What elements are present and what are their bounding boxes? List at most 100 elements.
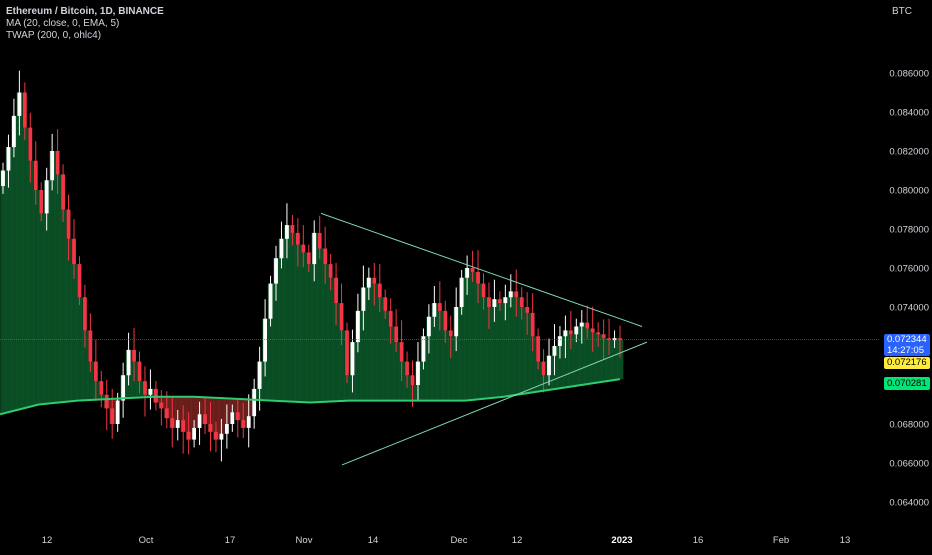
candle-up (558, 336, 562, 346)
candle-down (481, 283, 486, 298)
candle-up (175, 420, 180, 428)
currency-label: BTC (892, 6, 912, 17)
candle-up (503, 297, 508, 304)
candle-down (170, 418, 175, 428)
candle-down (208, 424, 213, 432)
candle-down (110, 408, 115, 424)
candles-layer (1, 70, 622, 462)
candle-up (563, 330, 568, 337)
twap-fill-segment (497, 303, 504, 398)
y-tick-label: 0.086000 (889, 69, 929, 80)
candle-up (12, 115, 16, 148)
candle-up (350, 342, 355, 376)
candle-down (77, 264, 82, 298)
twap-fill-segment (437, 310, 444, 401)
candle-up (421, 336, 426, 362)
twap-fill-segment (11, 115, 18, 411)
x-tick-label: 12 (42, 535, 53, 546)
twap-fill-segment (366, 277, 373, 401)
twap-fill-segment (431, 303, 438, 401)
candle-up (192, 427, 197, 440)
candle-up (274, 258, 278, 284)
y-tick-label: 0.082000 (889, 147, 929, 158)
candle-down (405, 361, 409, 376)
y-tick-label: 0.080000 (889, 186, 929, 197)
candle-down (72, 238, 76, 265)
twap-fill-segment (480, 297, 487, 399)
twap-fill-segment (338, 330, 345, 401)
twap-fill-segment (87, 361, 94, 400)
candle-down (476, 271, 480, 284)
candle-up (547, 355, 551, 376)
candle-up (17, 92, 22, 116)
candle-down (497, 299, 502, 304)
twap-legend[interactable]: TWAP (200, 0, ohlc4) (6, 30, 102, 41)
candle-down (339, 303, 344, 331)
x-tick-label: Nov (296, 535, 313, 546)
twap-fill-segment (295, 244, 302, 402)
y-axis: 0.086000 0.084000 0.082000 0.080000 0.078000… (889, 69, 929, 509)
candle-down (28, 127, 33, 161)
ma-legend[interactable]: MA (20, close, 0, EMA, 5) (6, 18, 120, 29)
candle-down (383, 297, 388, 311)
candle-up (416, 361, 420, 385)
upper-trendline (320, 212, 643, 327)
twap-fill-segment (393, 342, 400, 401)
candle-up (230, 412, 235, 424)
x-tick-label: 13 (840, 535, 851, 546)
twap-fill-segment (611, 338, 618, 380)
candle-up (432, 303, 437, 317)
twap-fill-segment (82, 330, 89, 401)
candle-down (607, 338, 611, 341)
candle-down (241, 420, 246, 428)
y-tick-label: 0.066000 (889, 459, 929, 470)
candle-up (454, 307, 459, 337)
candle-up (257, 361, 262, 389)
candle-down (82, 297, 87, 331)
symbol-title[interactable]: Ethereum / Bitcoin, 1D, BINANCE (6, 6, 164, 17)
twap-fill-segment (589, 332, 597, 384)
x-tick-label: Feb (773, 535, 789, 546)
twap-fill-layer (0, 92, 624, 440)
candle-up (279, 238, 284, 259)
twap-fill-segment (344, 375, 351, 401)
candle-down (377, 283, 382, 298)
last-price-value: 0.072344 (887, 334, 927, 345)
candle-down (93, 361, 98, 382)
twap-fill-segment (22, 127, 29, 408)
twap-fill-segment (355, 310, 362, 401)
candle-down (388, 310, 393, 327)
twap-fill-segment (49, 151, 56, 404)
twap-fill-segment (617, 340, 624, 380)
trendlines-layer (320, 212, 648, 466)
candle-down (159, 402, 164, 409)
candle-down (88, 330, 93, 362)
candle-down (410, 375, 415, 385)
candle-down (541, 361, 546, 376)
candle-down (530, 312, 535, 337)
candle-down (301, 244, 306, 253)
twap-fill-segment (491, 299, 498, 398)
twap-fill-segment (568, 334, 575, 387)
candle-up (285, 225, 289, 239)
candle-down (61, 174, 65, 210)
twap-fill-segment (529, 336, 536, 393)
candle-down (323, 248, 328, 265)
twap-fill-segment (404, 375, 411, 401)
twap-fill-segment (524, 312, 531, 394)
candle-down (317, 232, 322, 249)
y-tick-label: 0.078000 (889, 225, 929, 236)
twap-fill-segment (218, 398, 225, 434)
candle-down (601, 334, 606, 339)
candle-down (437, 303, 442, 311)
twap-fill-segment (191, 396, 198, 428)
candle-up (50, 151, 55, 181)
candle-up (552, 346, 557, 356)
twap-fill-segment (322, 264, 329, 402)
twap-fill-segment (327, 277, 334, 402)
candle-down (345, 330, 349, 376)
candle-down (99, 381, 104, 395)
candle-up (246, 416, 251, 428)
